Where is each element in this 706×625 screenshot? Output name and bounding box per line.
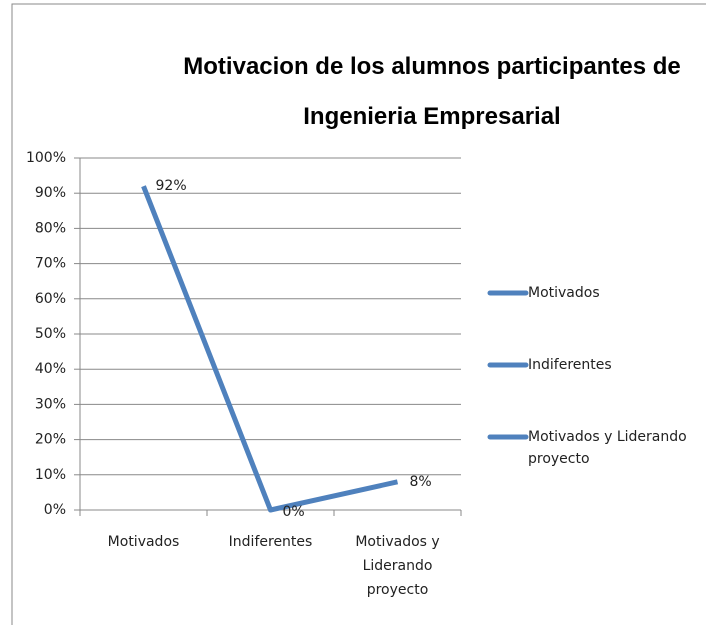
chart-frame — [11, 3, 706, 625]
chart-title: Motivacion de los alumnos participantes … — [183, 53, 681, 130]
data-label: 92% — [156, 178, 187, 194]
y-tick-label: 60% — [35, 291, 66, 307]
data-label: 8% — [410, 474, 432, 490]
x-tick-label: Indiferentes — [228, 534, 313, 550]
y-tick-label: 80% — [35, 220, 66, 236]
data-line — [141, 185, 399, 513]
y-tick-label: 100% — [26, 150, 66, 166]
y-tick-label: 30% — [35, 396, 66, 412]
legend-label: Motivados y Liderando proyecto — [528, 429, 687, 467]
y-tick-label: 50% — [35, 326, 66, 342]
y-tick-label: 0% — [44, 502, 66, 518]
x-tick-label: Motivados y Liderando proyecto — [355, 534, 440, 598]
legend-label: Indiferentes — [528, 357, 612, 373]
y-tick-label: 40% — [35, 361, 66, 377]
y-tick-label: 90% — [35, 185, 66, 201]
y-tick-label: 70% — [35, 256, 66, 272]
legend-label: Motivados — [528, 285, 600, 301]
y-tick-label: 20% — [35, 432, 66, 448]
y-tick-label: 10% — [35, 467, 66, 483]
data-label: 0% — [283, 504, 305, 520]
x-tick-label: Motivados — [107, 534, 180, 550]
